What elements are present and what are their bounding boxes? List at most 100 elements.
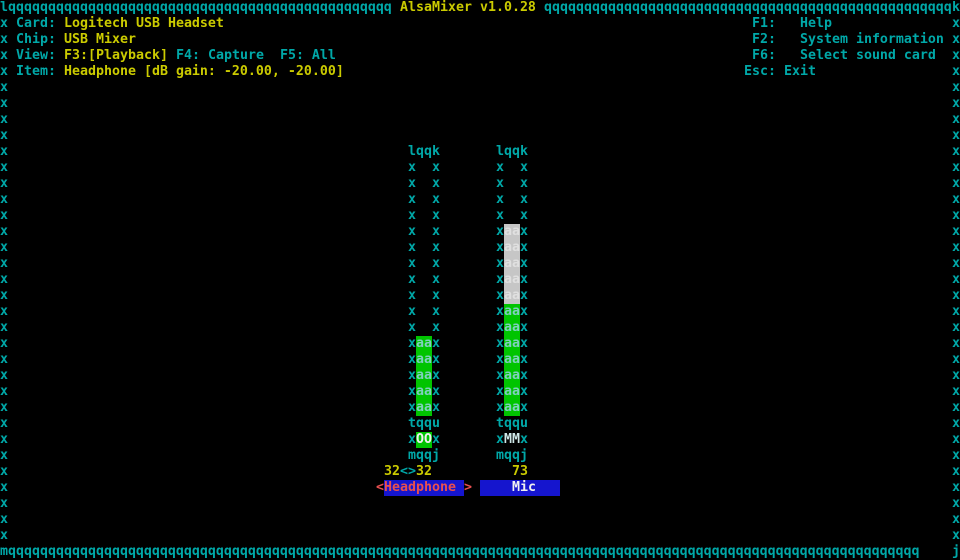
headphone-volume-left: 32	[384, 464, 400, 479]
headphone-bar-bottom: mqqj	[408, 448, 440, 463]
mic-bar-fill-white[interactable]: aa	[504, 224, 520, 240]
mic-bar-border: x	[520, 272, 528, 287]
headphone-bar-border: x	[408, 352, 416, 367]
volume-channel-separator: <>	[400, 464, 416, 479]
headphone-bar-border: x	[432, 288, 440, 303]
view-tab-playback-active[interactable]: F3:[Playback]	[64, 48, 168, 63]
mic-control-label[interactable]: Mic	[480, 480, 560, 496]
mic-bar-border: x	[496, 224, 504, 239]
headphone-bar-border: x	[408, 368, 416, 383]
mic-bar-fill-green[interactable]: aa	[504, 336, 520, 352]
headphone-bar-fill-green[interactable]: aa	[416, 384, 432, 400]
headphone-bar-border: x	[432, 432, 440, 447]
window-border-right: x	[952, 528, 960, 543]
window-border-top: qqqqqqqqqqqqqqqqqqqqqqqqqqqqqqqqqqqqqqqq…	[544, 0, 952, 15]
window-border-right: x	[952, 80, 960, 95]
mic-mute-indicator-muted[interactable]: MM	[504, 432, 520, 447]
window-border-right: x	[952, 288, 960, 303]
mic-bar-border: x	[496, 432, 504, 447]
window-border-right: x	[952, 352, 960, 367]
window-border-right: x	[952, 144, 960, 159]
window-border-left: x	[0, 432, 8, 447]
headphone-bar-border: x	[408, 288, 416, 303]
window-border-left: x	[0, 144, 8, 159]
window-border-right: x	[952, 160, 960, 175]
headphone-bar-border: x	[432, 208, 440, 223]
window-border-right: x	[952, 240, 960, 255]
window-border-right: x	[952, 320, 960, 335]
window-border-right: x	[952, 496, 960, 511]
window-border-right: x	[952, 400, 960, 415]
window-border-right: x	[952, 96, 960, 111]
chip-value: USB Mixer	[64, 32, 136, 47]
window-border-left: x	[0, 192, 8, 207]
mic-bar-fill-white[interactable]: aa	[504, 240, 520, 256]
headphone-bar-fill-green[interactable]: aa	[416, 336, 432, 352]
headphone-bar-border: x	[408, 336, 416, 351]
mic-bar-fill-white[interactable]: aa	[504, 256, 520, 272]
menu-item-help[interactable]: F1: Help	[752, 16, 832, 31]
headphone-mute-indicator-unmuted[interactable]: OO	[416, 432, 432, 448]
window-border-left: x	[0, 48, 8, 63]
mic-bar-fill-green[interactable]: aa	[504, 368, 520, 384]
mic-bar-fill-green[interactable]: aa	[504, 320, 520, 336]
card-value: Logitech USB Headset	[64, 16, 224, 31]
window-border-left: x	[0, 256, 8, 271]
window-border-left: x	[0, 128, 8, 143]
window-border-right: x	[952, 272, 960, 287]
mic-bar-border: x	[496, 192, 504, 207]
headphone-bar-fill-green[interactable]: aa	[416, 400, 432, 416]
window-border-right: x	[952, 464, 960, 479]
app-title: AlsaMixer v1.0.28	[400, 0, 536, 15]
mic-bar-fill-green[interactable]: aa	[504, 304, 520, 320]
window-border-top: qqqqqqqqqqqqqqqqqqqqqqqqqqqqqqqqqqqqqqqq…	[8, 0, 392, 15]
window-border-right: x	[952, 304, 960, 319]
window-border-left: x	[0, 224, 8, 239]
window-border-left: x	[0, 512, 8, 527]
window-border-corner-tl: l	[0, 0, 8, 15]
menu-item-select-sound-card[interactable]: F6: Select sound card	[752, 48, 936, 63]
window-border-right: x	[952, 128, 960, 143]
mic-bar-border: x	[496, 368, 504, 383]
mic-bar-fill-white[interactable]: aa	[504, 288, 520, 304]
headphone-bar-border: x	[408, 384, 416, 399]
mic-bar-fill-green[interactable]: aa	[504, 400, 520, 416]
window-border-left: x	[0, 368, 8, 383]
mic-bar-border: x	[496, 288, 504, 303]
mic-bar-border: x	[520, 256, 528, 271]
mic-bar-fill-green[interactable]: aa	[504, 384, 520, 400]
selected-left-arrow: <	[376, 480, 384, 495]
mic-bar-fill-white[interactable]: aa	[504, 272, 520, 288]
window-border-left: x	[0, 176, 8, 191]
headphone-bar-border: x	[432, 336, 440, 351]
window-border-left: x	[0, 320, 8, 335]
window-border-right: x	[952, 224, 960, 239]
headphone-bar-border: x	[432, 256, 440, 271]
window-border-left: x	[0, 528, 8, 543]
mic-bar-border: x	[496, 304, 504, 319]
mic-bar-border: x	[520, 368, 528, 383]
headphone-bar-fill-green[interactable]: aa	[416, 352, 432, 368]
menu-item-exit[interactable]: Esc: Exit	[744, 64, 816, 79]
headphone-bar-border: x	[432, 320, 440, 335]
view-tabs-inactive[interactable]: F4: Capture F5: All	[176, 48, 336, 63]
window-border-corner-bl: m	[0, 544, 8, 559]
headphone-bar-border: x	[432, 384, 440, 399]
window-border-right: x	[952, 64, 960, 79]
headphone-bar-fill-green[interactable]: aa	[416, 368, 432, 384]
mic-volume: 73	[512, 464, 528, 479]
item-value: Headphone [dB gain: -20.00, -20.00]	[64, 64, 344, 79]
window-border-right: x	[952, 208, 960, 223]
mic-bar-bottom: mqqj	[496, 448, 528, 463]
menu-item-system-information[interactable]: F2: System information	[752, 32, 944, 47]
headphone-bar-border: x	[408, 400, 416, 415]
mic-bar-fill-green[interactable]: aa	[504, 352, 520, 368]
window-border-right: x	[952, 448, 960, 463]
window-border-left: x	[0, 208, 8, 223]
mic-bar-border: x	[520, 288, 528, 303]
headphone-bar-border: x	[408, 320, 416, 335]
headphone-bar-border: x	[408, 208, 416, 223]
headphone-control-label-selected[interactable]: Headphone	[384, 480, 464, 496]
window-border-left: x	[0, 496, 8, 511]
